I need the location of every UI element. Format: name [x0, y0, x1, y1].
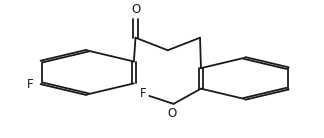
Text: O: O — [167, 107, 177, 120]
Text: O: O — [131, 3, 140, 16]
Text: F: F — [27, 78, 34, 91]
Text: F: F — [140, 87, 147, 100]
